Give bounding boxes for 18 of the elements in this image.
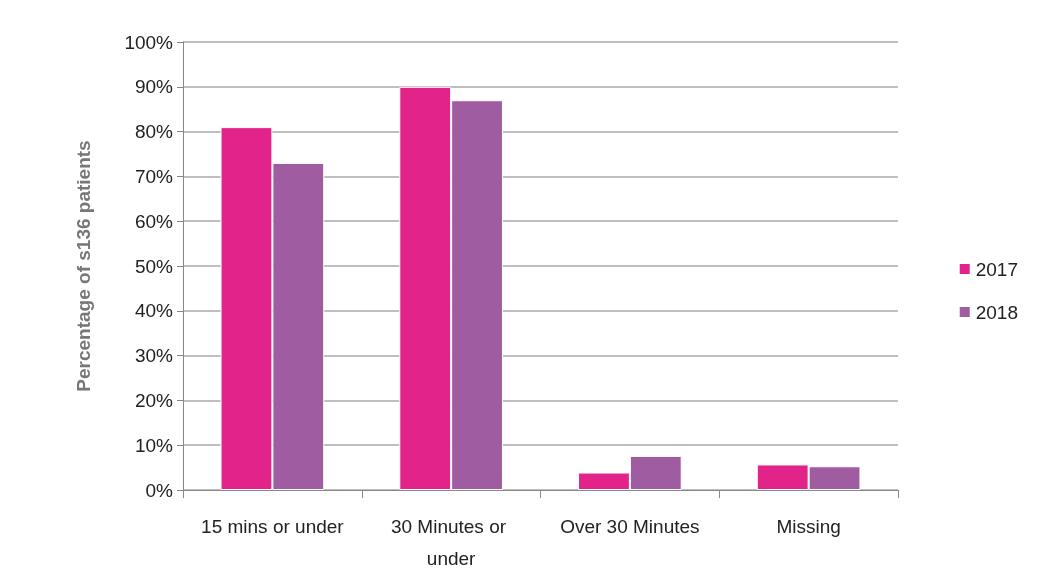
x-tick-label: Missing	[776, 515, 841, 537]
y-tick-label: 100%	[124, 31, 174, 53]
y-tick-label: 50%	[134, 255, 174, 277]
y-tick-label: 60%	[134, 210, 174, 232]
legend-label: 2017	[975, 258, 1019, 280]
y-tick-label: 30%	[134, 345, 174, 367]
x-tick-label: 15 mins or under	[201, 515, 345, 537]
x-tick-label: Over 30 Minutes	[560, 515, 700, 537]
y-tick-label: 0%	[145, 479, 174, 501]
y-tick-label: 40%	[134, 300, 174, 322]
y-tick-label: 20%	[134, 389, 174, 411]
y-tick-label: 10%	[134, 434, 174, 456]
y-tick-label: 70%	[134, 165, 174, 187]
y-tick-label: 90%	[134, 76, 174, 98]
y-axis-title: Percentage of s136 patients	[73, 140, 94, 392]
legend-label: 2018	[975, 301, 1019, 323]
y-tick-label: 80%	[134, 121, 174, 143]
x-tick-label: 30 Minutes or under	[390, 515, 512, 569]
